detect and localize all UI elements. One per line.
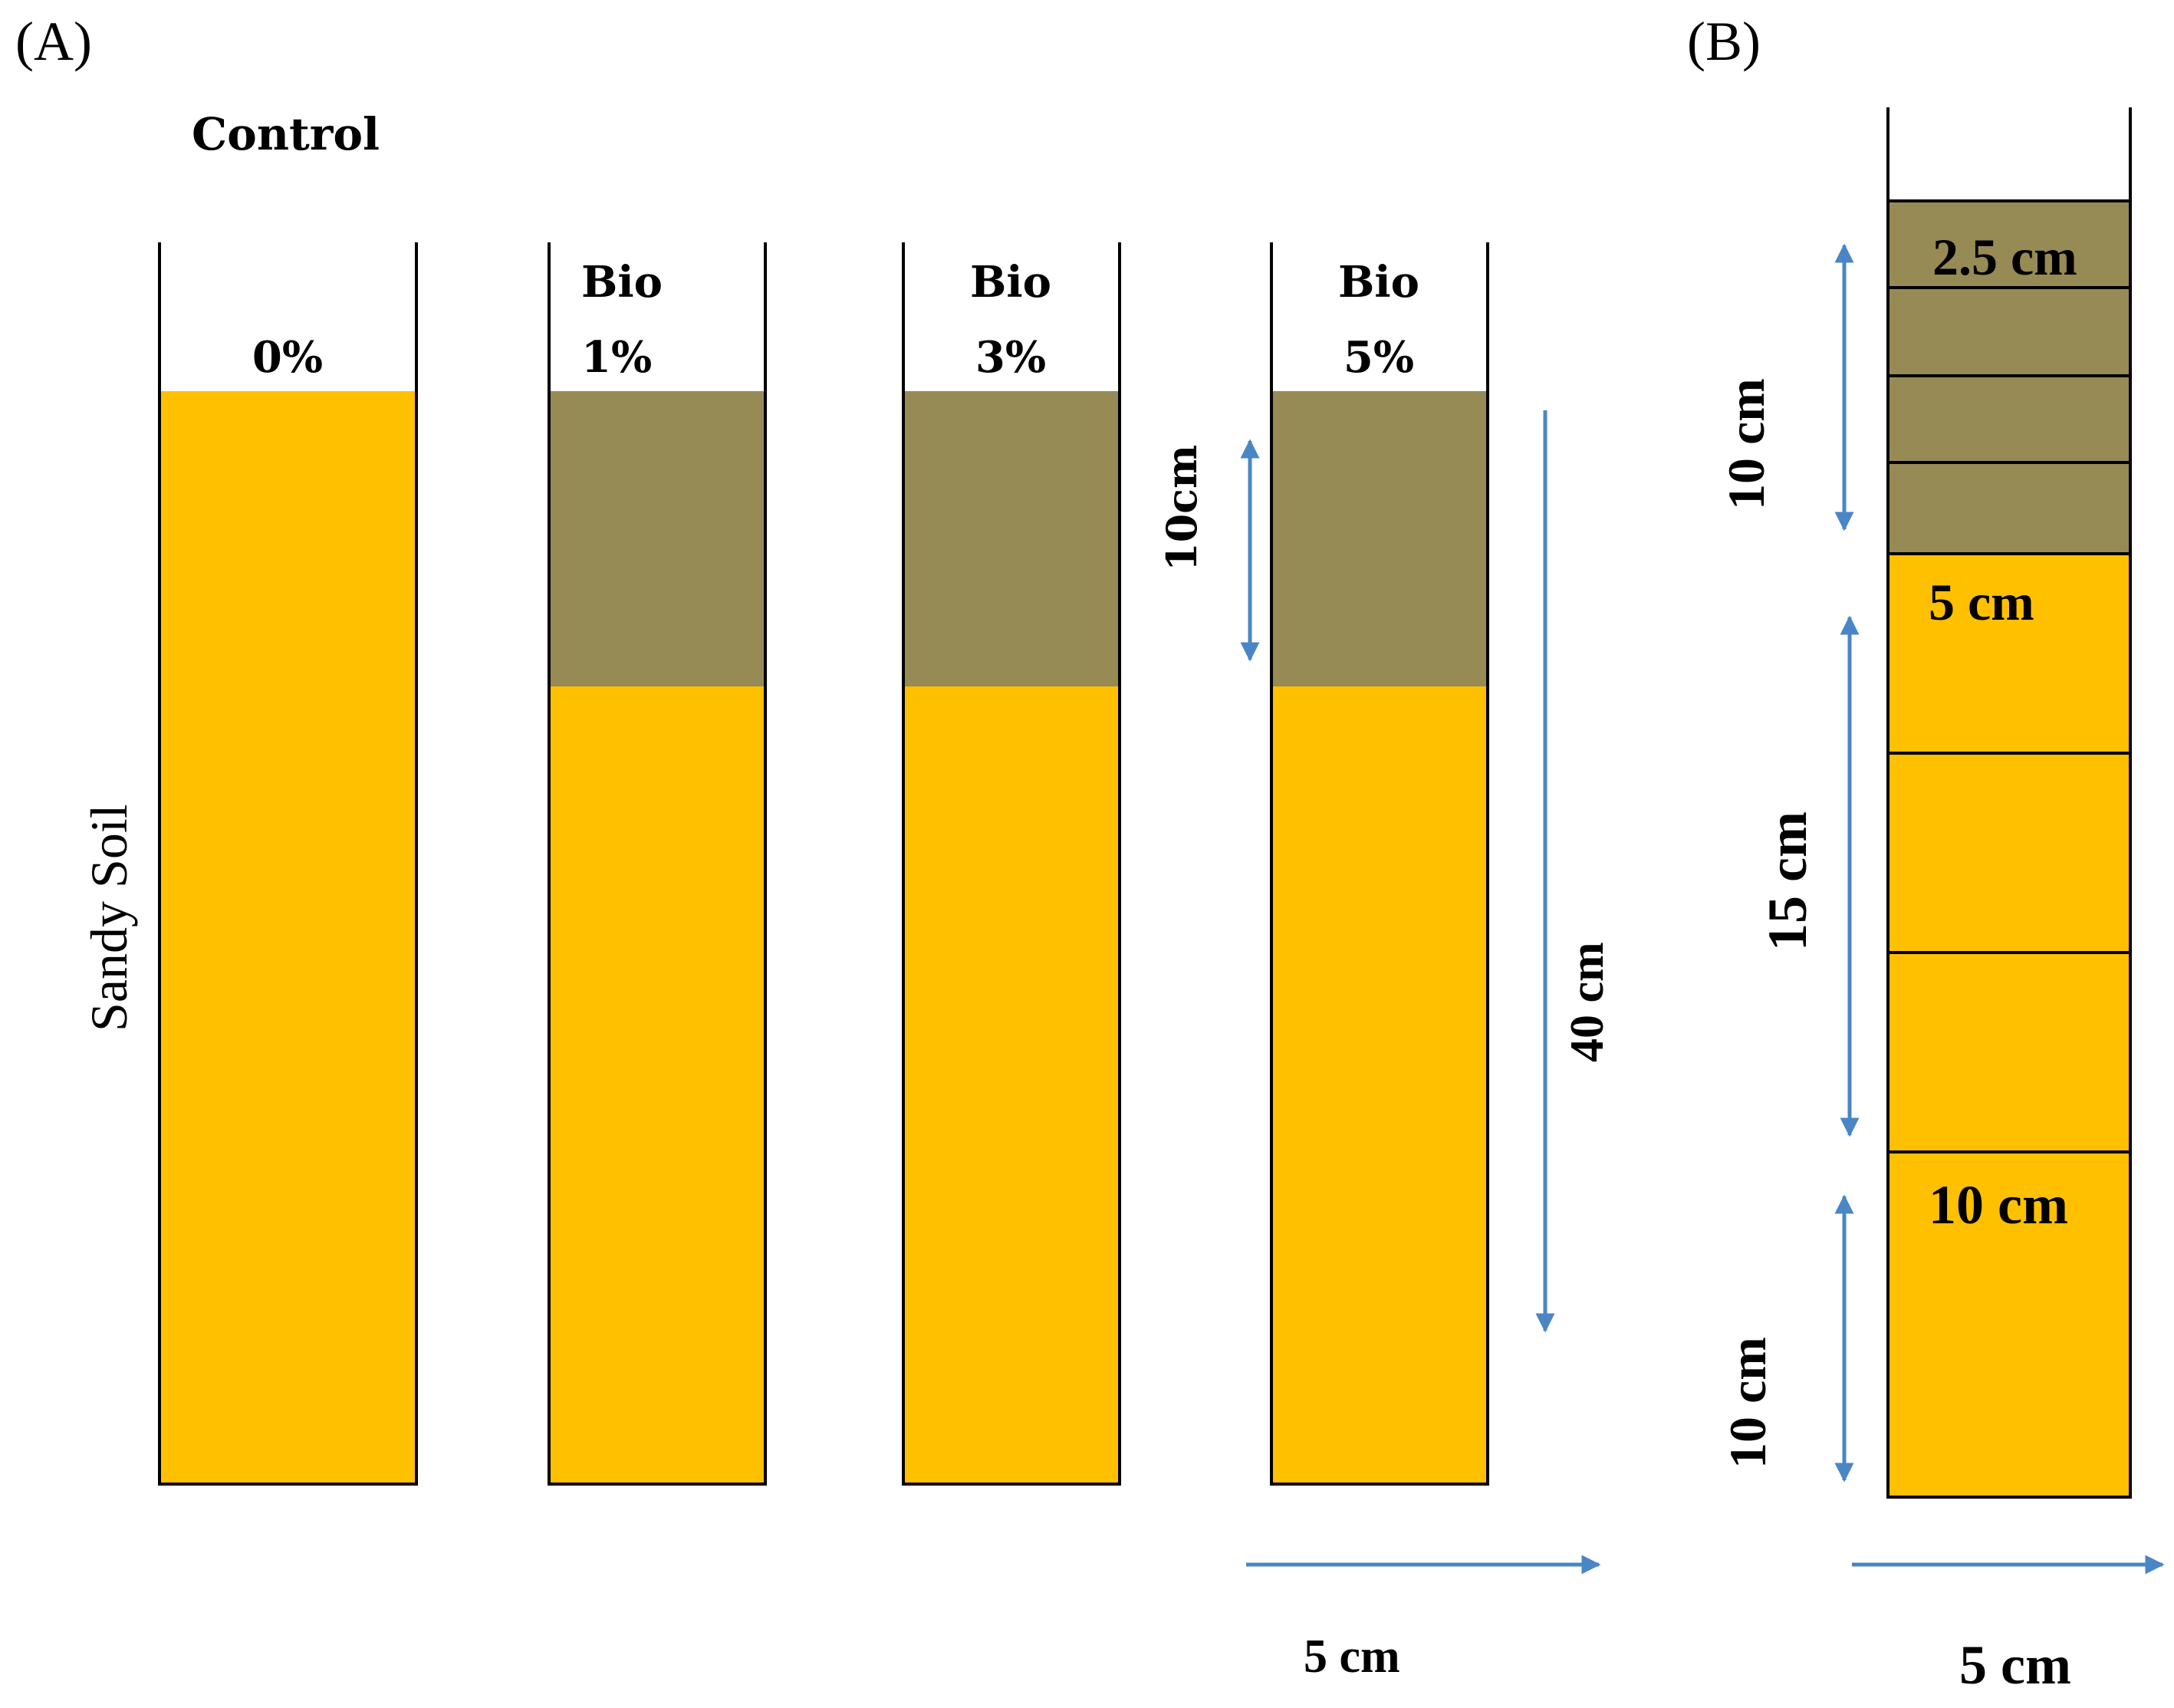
sand-fill — [903, 686, 1120, 1484]
segment-label-middle: 5 cm — [1929, 573, 2034, 631]
biochar-fill — [1271, 391, 1488, 686]
middle-zone-label: 15 cm — [1757, 811, 1818, 951]
segment-label-top: 2.5 cm — [1932, 228, 2077, 286]
column-control: 0% — [158, 242, 418, 1486]
column-width-label: 5 cm — [1304, 1631, 1400, 1683]
column-bio-1: Bio 1% — [548, 242, 767, 1486]
column-top-label: Bio — [970, 257, 1051, 308]
column-top-label: Bio — [1338, 257, 1419, 308]
column-outline — [548, 242, 767, 1486]
sand-fill — [549, 686, 765, 1484]
column-outline — [1886, 199, 2132, 1499]
column-pct-label: 1% — [581, 332, 652, 383]
biochar-fill — [549, 391, 765, 686]
column-pct-label: 3% — [975, 332, 1046, 383]
column-outline — [1270, 242, 1489, 1486]
panel-a-label: (A) — [15, 11, 92, 72]
column-pct-label: 0% — [252, 332, 323, 383]
column-depth-label: 40 cm — [1561, 942, 1613, 1062]
column-outline — [158, 242, 418, 1486]
panel-b-label: (B) — [1687, 11, 1761, 72]
control-label: Control — [192, 108, 380, 160]
biochar-fill — [903, 391, 1120, 686]
sand-fill — [1271, 686, 1488, 1484]
sand-zone — [1888, 554, 2130, 1497]
column-bio-3: Bio 3% — [902, 242, 1121, 1486]
column-pct-label: 5% — [1344, 332, 1414, 383]
biochar-depth-label: 10cm — [1157, 445, 1206, 571]
width-label-b: 5 cm — [1959, 1634, 2071, 1696]
column-top-label: Bio — [581, 257, 663, 308]
column-bio-5: Bio 5% — [1270, 242, 1489, 1486]
bottom-zone-label: 10 cm — [1718, 1337, 1777, 1469]
segment-label-bottom: 10 cm — [1929, 1174, 2068, 1236]
column-outline — [902, 242, 1121, 1486]
sandy-soil-label: Sandy Soil — [80, 804, 138, 1032]
top-zone-label: 10 cm — [1717, 378, 1775, 510]
segmented-column — [1886, 107, 2132, 1499]
sand-fill — [160, 391, 416, 1484]
